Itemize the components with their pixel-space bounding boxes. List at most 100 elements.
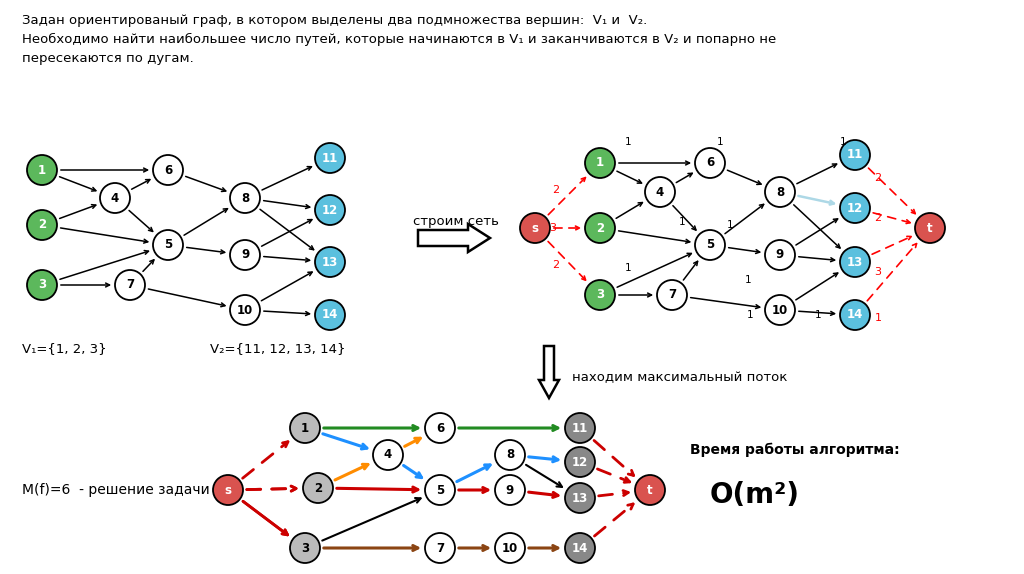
- Text: 1: 1: [679, 217, 685, 227]
- Text: 6: 6: [164, 164, 172, 176]
- Circle shape: [213, 475, 243, 505]
- Circle shape: [230, 183, 260, 213]
- Text: 3: 3: [550, 223, 556, 233]
- Text: 3: 3: [38, 278, 46, 292]
- Text: 1: 1: [596, 157, 604, 169]
- Text: 13: 13: [322, 255, 338, 269]
- Text: O(m²): O(m²): [710, 481, 800, 509]
- Text: 3: 3: [596, 289, 604, 301]
- Circle shape: [315, 195, 345, 225]
- Text: 1: 1: [874, 313, 882, 323]
- Text: 12: 12: [322, 204, 338, 216]
- Text: 14: 14: [847, 308, 863, 321]
- Circle shape: [373, 440, 403, 470]
- Text: пересекаются по дугам.: пересекаются по дугам.: [22, 52, 194, 65]
- Text: 9: 9: [776, 249, 784, 262]
- FancyArrow shape: [539, 346, 559, 398]
- Text: 2: 2: [596, 222, 604, 235]
- Text: 8: 8: [241, 192, 249, 204]
- Text: Необходимо найти наибольшее число путей, которые начинаются в V₁ и заканчиваются: Необходимо найти наибольшее число путей,…: [22, 33, 776, 46]
- Text: 14: 14: [571, 541, 588, 554]
- Text: 6: 6: [436, 421, 444, 435]
- Text: 6: 6: [706, 157, 714, 169]
- Circle shape: [425, 413, 455, 443]
- Text: 1: 1: [815, 310, 821, 320]
- Text: 9: 9: [241, 249, 249, 262]
- Circle shape: [315, 300, 345, 330]
- Text: 8: 8: [506, 448, 514, 461]
- Text: 10: 10: [502, 541, 518, 554]
- Circle shape: [290, 413, 319, 443]
- Text: 13: 13: [571, 491, 588, 505]
- Circle shape: [495, 475, 525, 505]
- Circle shape: [495, 533, 525, 563]
- Text: 12: 12: [571, 456, 588, 468]
- Text: 1: 1: [746, 310, 754, 320]
- Text: 1: 1: [717, 137, 723, 147]
- Text: 12: 12: [847, 201, 863, 215]
- Text: t: t: [927, 222, 933, 235]
- Text: 7: 7: [126, 278, 134, 292]
- Text: 2: 2: [552, 185, 559, 195]
- Circle shape: [695, 148, 725, 178]
- Text: 1: 1: [625, 263, 632, 273]
- Text: s: s: [224, 483, 231, 497]
- Text: 11: 11: [847, 149, 863, 161]
- Circle shape: [153, 155, 183, 185]
- Circle shape: [153, 230, 183, 260]
- Circle shape: [565, 447, 595, 477]
- Circle shape: [315, 143, 345, 173]
- Text: 4: 4: [384, 448, 392, 461]
- Text: s: s: [531, 222, 539, 235]
- Circle shape: [425, 475, 455, 505]
- Text: строим сеть: строим сеть: [413, 215, 499, 228]
- Text: 5: 5: [706, 239, 714, 251]
- Text: 2: 2: [38, 219, 46, 231]
- Circle shape: [425, 533, 455, 563]
- Circle shape: [765, 295, 795, 325]
- Text: 4: 4: [111, 192, 119, 204]
- Circle shape: [315, 247, 345, 277]
- Text: 13: 13: [847, 255, 863, 269]
- Text: 3: 3: [301, 541, 309, 554]
- Text: 2: 2: [874, 213, 882, 223]
- Circle shape: [695, 230, 725, 260]
- Circle shape: [765, 177, 795, 207]
- Circle shape: [565, 533, 595, 563]
- Text: 2: 2: [552, 260, 559, 270]
- Text: 7: 7: [436, 541, 444, 554]
- Text: 3: 3: [874, 267, 882, 277]
- Circle shape: [290, 533, 319, 563]
- Circle shape: [115, 270, 145, 300]
- Circle shape: [27, 270, 57, 300]
- Text: 5: 5: [436, 483, 444, 497]
- Circle shape: [915, 213, 945, 243]
- Circle shape: [635, 475, 665, 505]
- Circle shape: [585, 148, 615, 178]
- Circle shape: [495, 440, 525, 470]
- Text: 1: 1: [744, 275, 752, 285]
- Text: 2: 2: [874, 173, 882, 183]
- Text: 11: 11: [571, 421, 588, 435]
- Circle shape: [520, 213, 550, 243]
- Text: 10: 10: [237, 304, 253, 316]
- Circle shape: [585, 213, 615, 243]
- Circle shape: [657, 280, 687, 310]
- Circle shape: [840, 300, 870, 330]
- Circle shape: [27, 155, 57, 185]
- Circle shape: [303, 473, 333, 503]
- Text: 1: 1: [38, 164, 46, 176]
- Text: 14: 14: [322, 308, 338, 321]
- FancyArrow shape: [418, 224, 490, 252]
- Circle shape: [840, 140, 870, 170]
- Circle shape: [585, 280, 615, 310]
- Circle shape: [565, 483, 595, 513]
- Text: 1: 1: [840, 137, 846, 147]
- Text: 10: 10: [772, 304, 788, 316]
- Text: 1: 1: [727, 220, 733, 230]
- Text: 9: 9: [506, 483, 514, 497]
- Text: 2: 2: [314, 482, 323, 494]
- Circle shape: [840, 247, 870, 277]
- Text: t: t: [647, 483, 653, 497]
- Circle shape: [27, 210, 57, 240]
